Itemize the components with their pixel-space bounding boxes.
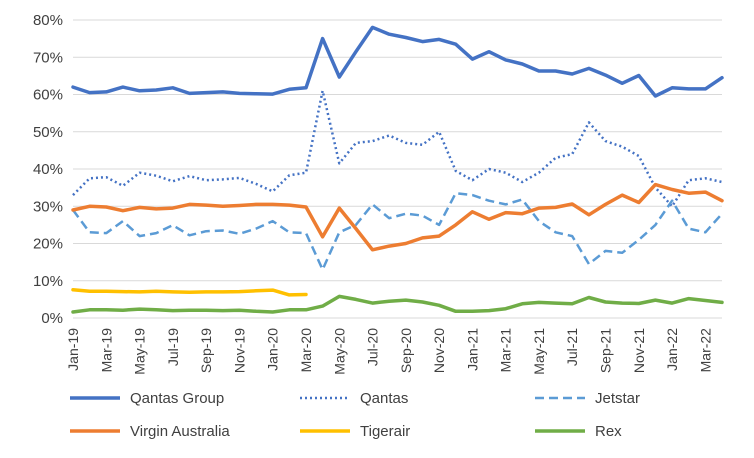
y-tick-label: 50% xyxy=(33,124,63,141)
x-tick-label: May-21 xyxy=(531,328,547,375)
x-tick-label: Jan-21 xyxy=(464,328,480,371)
x-tick-label: Sep-19 xyxy=(198,328,214,373)
y-axis-tick-labels: 0% 10% 20% 30% 40% 50% 60% 70% 80% xyxy=(33,12,63,327)
legend-label-qantas-group: Qantas Group xyxy=(130,390,224,407)
series-line-virgin-australia xyxy=(71,182,724,252)
x-tick-label: Sep-21 xyxy=(598,328,614,373)
x-tick-label: Nov-20 xyxy=(431,328,447,373)
y-tick-label: 60% xyxy=(33,87,63,104)
x-axis-tick-labels: Jan-19 Mar-19 May-19 Jul-19 Sep-19 Nov-19 Jan-… xyxy=(65,328,713,375)
legend-label-rex: Rex xyxy=(595,423,622,440)
series-line-jetstar xyxy=(71,191,723,271)
x-tick-label: Jan-20 xyxy=(265,328,281,371)
x-tick-label: Mar-20 xyxy=(298,328,314,373)
series-line-rex xyxy=(71,294,724,314)
x-tick-label: May-19 xyxy=(132,328,148,375)
x-tick-label: Mar-21 xyxy=(498,328,514,373)
series-line-qantas-group xyxy=(71,25,724,98)
y-tick-label: 20% xyxy=(33,236,63,253)
legend-label-qantas: Qantas xyxy=(360,390,408,407)
series-lines xyxy=(71,25,724,314)
y-tick-label: 0% xyxy=(41,310,63,327)
y-tick-label: 10% xyxy=(33,273,63,290)
gridlines xyxy=(73,19,722,319)
y-tick-label: 30% xyxy=(33,198,63,215)
legend-label-virgin-australia: Virgin Australia xyxy=(130,423,230,440)
legend: Qantas Group Qantas Jetstar Virgin Australi… xyxy=(70,390,640,440)
x-tick-label: Sep-20 xyxy=(398,328,414,373)
series-line-tigerair xyxy=(71,287,308,297)
x-tick-label: May-20 xyxy=(331,328,347,375)
y-tick-label: 40% xyxy=(33,161,63,178)
x-tick-label: Mar-22 xyxy=(697,328,713,373)
legend-label-jetstar: Jetstar xyxy=(595,390,640,407)
y-tick-label: 70% xyxy=(33,49,63,66)
x-tick-label: Nov-21 xyxy=(631,328,647,373)
series-line-qantas xyxy=(72,89,723,208)
x-tick-label: Nov-19 xyxy=(231,328,247,373)
legend-label-tigerair: Tigerair xyxy=(360,423,410,440)
x-tick-label: Jan-22 xyxy=(664,328,680,371)
y-tick-label: 80% xyxy=(33,12,63,29)
x-tick-label: Jul-19 xyxy=(165,328,181,366)
x-tick-label: Mar-19 xyxy=(98,328,114,373)
x-tick-label: Jan-19 xyxy=(65,328,81,371)
x-tick-label: Jul-21 xyxy=(564,328,580,366)
x-tick-label: Jul-20 xyxy=(365,328,381,366)
